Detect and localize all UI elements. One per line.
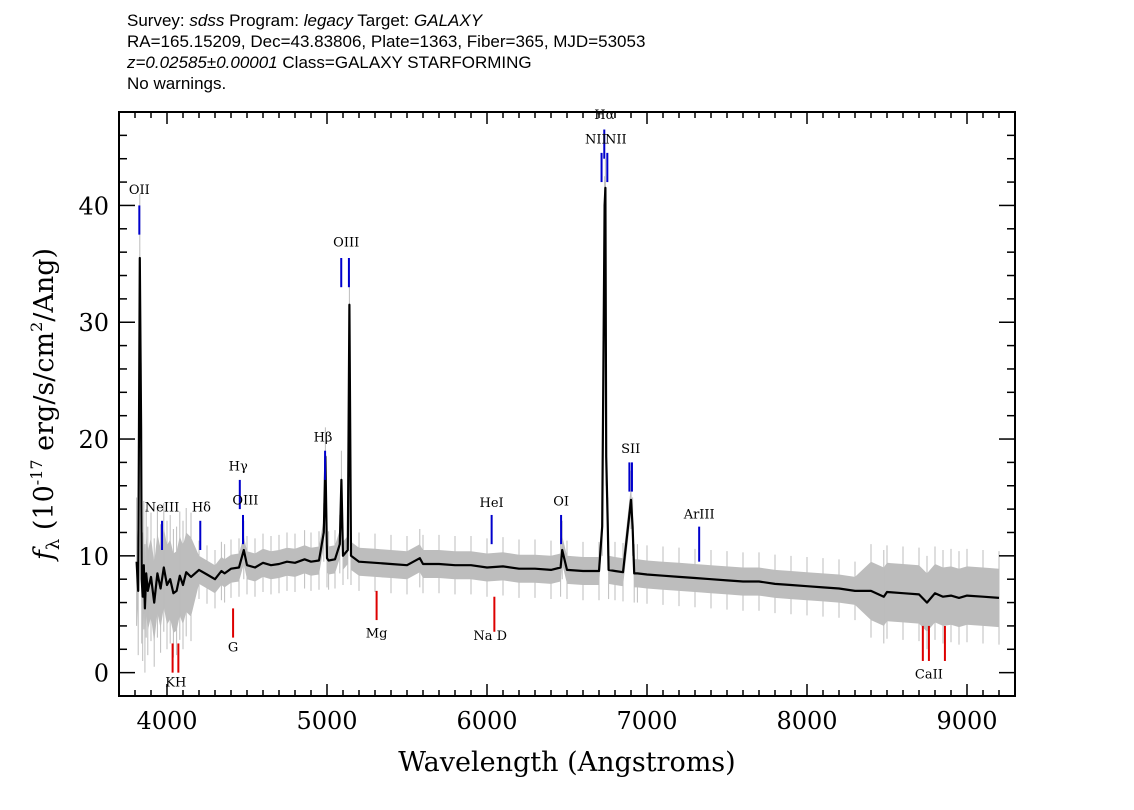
- y-axis-title: fλ (10-17 erg/s/cm2/Ang): [27, 248, 64, 562]
- x-axis-title: Wavelength (Angstroms): [398, 747, 735, 778]
- header-line-2: RA=165.15209, Dec=43.83806, Plate=1363, …: [127, 32, 646, 51]
- line-label: OII: [129, 183, 150, 198]
- error-band: [136, 173, 1000, 649]
- y-tick-label: 40: [78, 192, 109, 220]
- tick-layer: 4000 5000 6000 7000 8000 9000 0 10 20 30 40: [78, 112, 1015, 735]
- x-tick-label: 7000: [616, 707, 677, 735]
- line-marker-layer: [138, 129, 946, 673]
- flux-layer: [135, 186, 1000, 610]
- line-label: NeIII: [145, 501, 179, 516]
- line-label: NII: [585, 133, 607, 148]
- header-line-4: No warnings.: [127, 74, 227, 93]
- y-tick-label: 20: [78, 426, 109, 454]
- x-tick-label: 5000: [296, 707, 357, 735]
- y-tick-label: 0: [94, 660, 109, 688]
- line-label: ArIII: [683, 508, 715, 523]
- line-label: Mg: [366, 627, 388, 642]
- line-label: OIII: [232, 493, 258, 508]
- x-tick-label: 9000: [936, 707, 997, 735]
- y-tick-label: 10: [78, 543, 109, 571]
- line-label: G: [228, 641, 238, 656]
- target-label: Target:: [357, 11, 410, 30]
- line-label: SII: [621, 442, 640, 457]
- line-label: Hδ: [192, 501, 211, 516]
- survey-label: Survey:: [127, 11, 185, 30]
- header-line-1: Survey: sdss Program: legacy Target: GAL…: [127, 10, 645, 31]
- header-line-3: z=0.02585±0.00001 Class=GALAXY STARFORMI…: [127, 52, 645, 73]
- line-label: CaII: [915, 668, 943, 683]
- line-label: OI: [553, 495, 569, 510]
- line-label: Hα: [594, 108, 614, 123]
- line-label-layer: OII NeIII Hδ Hγ OIII Hβ OIII HeI OI NII Hα NII SII Ar…: [129, 108, 943, 691]
- x-tick-label: 4000: [136, 707, 197, 735]
- program-value: legacy: [303, 11, 353, 30]
- x-tick-label: 8000: [776, 707, 837, 735]
- spectrum-header: Survey: sdss Program: legacy Target: GAL…: [127, 10, 645, 94]
- line-label: OIII: [333, 235, 359, 250]
- class-text: Class=GALAXY STARFORMING: [282, 53, 532, 72]
- line-label: Hβ: [314, 430, 333, 445]
- line-label: HeI: [480, 496, 504, 511]
- line-label: KH: [165, 676, 186, 691]
- error-band-layer: [136, 158, 1000, 673]
- line-label: NII: [605, 133, 627, 148]
- x-tick-label: 6000: [456, 707, 517, 735]
- target-value: GALAXY: [414, 11, 483, 30]
- survey-value: sdss: [189, 11, 225, 30]
- flux-line: [135, 186, 1000, 610]
- line-label: Na D: [473, 629, 507, 644]
- y-tick-label: 30: [78, 309, 109, 337]
- redshift-value: z=0.02585±0.00001: [127, 53, 278, 72]
- line-label: Hγ: [229, 460, 248, 475]
- program-label: Program:: [229, 11, 299, 30]
